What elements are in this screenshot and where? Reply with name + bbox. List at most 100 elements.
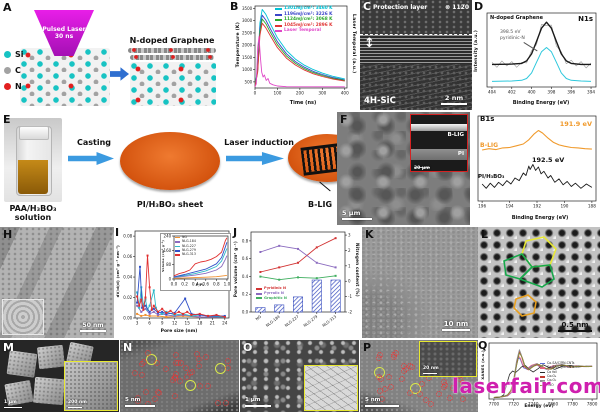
- legend-item: NLG-313: [175, 253, 196, 256]
- scale-bar: 5 nm: [125, 397, 155, 407]
- single-atom-circle: [154, 360, 161, 367]
- panel-q-xanes: Q 7700 7720 7740 7760 7780 7800 XANES (a.u.) …: [478, 340, 600, 412]
- legend-item: Co₂O₃: [540, 379, 577, 382]
- pentagon-outline: [518, 264, 555, 288]
- y-axis-label: Pore volume (cm³ g⁻¹): [233, 241, 238, 298]
- single-atom-circle: [460, 380, 467, 387]
- peak-id-label: B1s: [480, 115, 495, 123]
- pi-layer-band: [411, 149, 467, 160]
- legend-label: Co-SA/C@N-CNTs-L: [547, 365, 578, 370]
- panel-f-sem-blig: F B-LIG PI 20 µm 5 µm: [337, 112, 470, 225]
- panel-j-pore-volume-nitrogen: J NG NLG-184 NLG-227 NLG-279 NLG-313 0.0 0.2 0.…: [232, 227, 362, 338]
- single-atom-circle: [154, 389, 161, 396]
- panel-letter: O: [243, 341, 253, 354]
- scale-bar: 10 nm: [442, 320, 470, 331]
- svg-text:240: 240: [164, 234, 172, 239]
- svg-text:7720: 7720: [508, 402, 519, 407]
- svg-text:7740: 7740: [528, 402, 539, 407]
- svg-text:7700: 7700: [489, 402, 500, 407]
- single-atom-circle: [183, 365, 190, 372]
- single-atom-circle: [196, 382, 203, 389]
- single-atom-circle: [459, 395, 466, 402]
- svg-text:394: 394: [587, 90, 595, 95]
- single-atom-circle: [141, 359, 148, 366]
- svg-text:0.2: 0.2: [242, 292, 249, 297]
- panel-h-tem: H 50 nm: [0, 227, 114, 338]
- single-atom-circle: [398, 375, 405, 382]
- legend-label: Laser Temporal: [284, 28, 321, 33]
- legend-swatch: [275, 8, 282, 11]
- legend-item: NLG-227: [175, 244, 196, 248]
- legend-swatch: [175, 250, 180, 252]
- legend-swatch: [540, 367, 545, 369]
- legend-item: NG: [175, 235, 196, 239]
- sample-label: N-doped Graphene: [490, 15, 543, 21]
- legend-item: NLG-184: [175, 239, 196, 244]
- svg-text:400: 400: [341, 91, 349, 96]
- single-atom-circle: [223, 400, 230, 407]
- single-atom-circle: [377, 375, 384, 382]
- panel-letter: I: [115, 227, 120, 239]
- legend-swatch: [275, 30, 282, 33]
- single-atom-circle: [203, 354, 210, 361]
- legend-swatch: [275, 19, 282, 22]
- svg-text:0.8: 0.8: [213, 282, 220, 287]
- single-atom-circle: [391, 353, 398, 360]
- panel-m-sem-cubes: M 200 nm 1 µm: [0, 340, 119, 412]
- single-atom-circle: [142, 389, 149, 396]
- svg-text:200: 200: [296, 91, 304, 96]
- svg-text:3: 3: [348, 233, 351, 238]
- panel-letter: Q: [478, 340, 488, 352]
- svg-text:0.4: 0.4: [242, 274, 249, 279]
- panel-d-n1s-xps: D 404 402 400 398 396 394 N-doped Graphene N1…: [472, 0, 600, 110]
- single-atom-circle: [386, 373, 393, 380]
- svg-text:0.04: 0.04: [123, 275, 132, 280]
- panel-letter: E: [3, 113, 11, 126]
- svg-text:398: 398: [547, 90, 555, 95]
- inset-scale-bar: 20 µm: [414, 165, 430, 171]
- x-axis-label: Energy (eV): [524, 404, 554, 409]
- cross-section-inset: B-LIG PI 20 µm: [410, 114, 468, 172]
- legend-swatch: [540, 362, 545, 365]
- legend-item: NLG-279: [175, 248, 196, 252]
- inset-scale-bar: 200 nm: [68, 400, 87, 408]
- scale-bar: 0.5 nm: [558, 321, 592, 332]
- legend-item: CoO: [540, 383, 577, 387]
- hexagon-outline: [513, 294, 537, 317]
- legend-swatch: [540, 380, 545, 382]
- panel-l-atomic-resolution: L 0.5 nm: [478, 227, 600, 338]
- svg-text:0: 0: [169, 277, 172, 282]
- legend-item: Co foil: [540, 370, 577, 374]
- c-atom-icon: [4, 67, 11, 74]
- panel-letter: M: [3, 341, 14, 354]
- legend-item: 1196mJ/cm²: 3226 K: [275, 12, 333, 18]
- svg-text:2500: 2500: [242, 30, 253, 35]
- single-atom-circle: [195, 355, 202, 362]
- legend-item: 1124mJ/cm²: 3068 K: [275, 17, 333, 23]
- pore-size-chart: 3 6 9 12 15 18 21 24 0.00 0.02 0.04 0.06 0.08: [123, 230, 230, 326]
- svg-text:18: 18: [197, 321, 203, 326]
- legend-label: NLG-184: [182, 239, 196, 244]
- single-atom-circle: [177, 377, 184, 384]
- svg-text:2000: 2000: [242, 43, 253, 48]
- panel-e-fabrication-scheme: E PAA/H₃BO₃ solution Casting PI/H₃BO₃ sh…: [0, 112, 337, 225]
- svg-text:0.00: 0.00: [123, 316, 132, 321]
- panel-letter: A: [3, 1, 12, 14]
- legend-swatch: [275, 13, 282, 16]
- legend-swatch: [175, 254, 180, 256]
- legend-swatch: [540, 376, 545, 378]
- svg-text:7760: 7760: [547, 402, 558, 407]
- b1s-spectrum-chart: 196 194 192 190 188: [477, 115, 597, 209]
- x-axis-label: Time (ns): [289, 100, 317, 106]
- svg-text:2: 2: [348, 248, 351, 253]
- svg-text:196: 196: [478, 204, 486, 209]
- legend-label: 1124mJ/cm²: 3068 K: [284, 17, 333, 22]
- vial: [16, 126, 52, 196]
- svg-text:0.2: 0.2: [181, 282, 188, 287]
- graphene-layers-region: [360, 35, 472, 64]
- zone-axis-label: ⊗ 112̅0: [445, 4, 469, 11]
- sic-lattice-before: [20, 48, 110, 106]
- blig-pointer-line: [319, 181, 331, 192]
- atom-legend: Si C N: [4, 50, 24, 91]
- legend-swatch: [175, 236, 180, 239]
